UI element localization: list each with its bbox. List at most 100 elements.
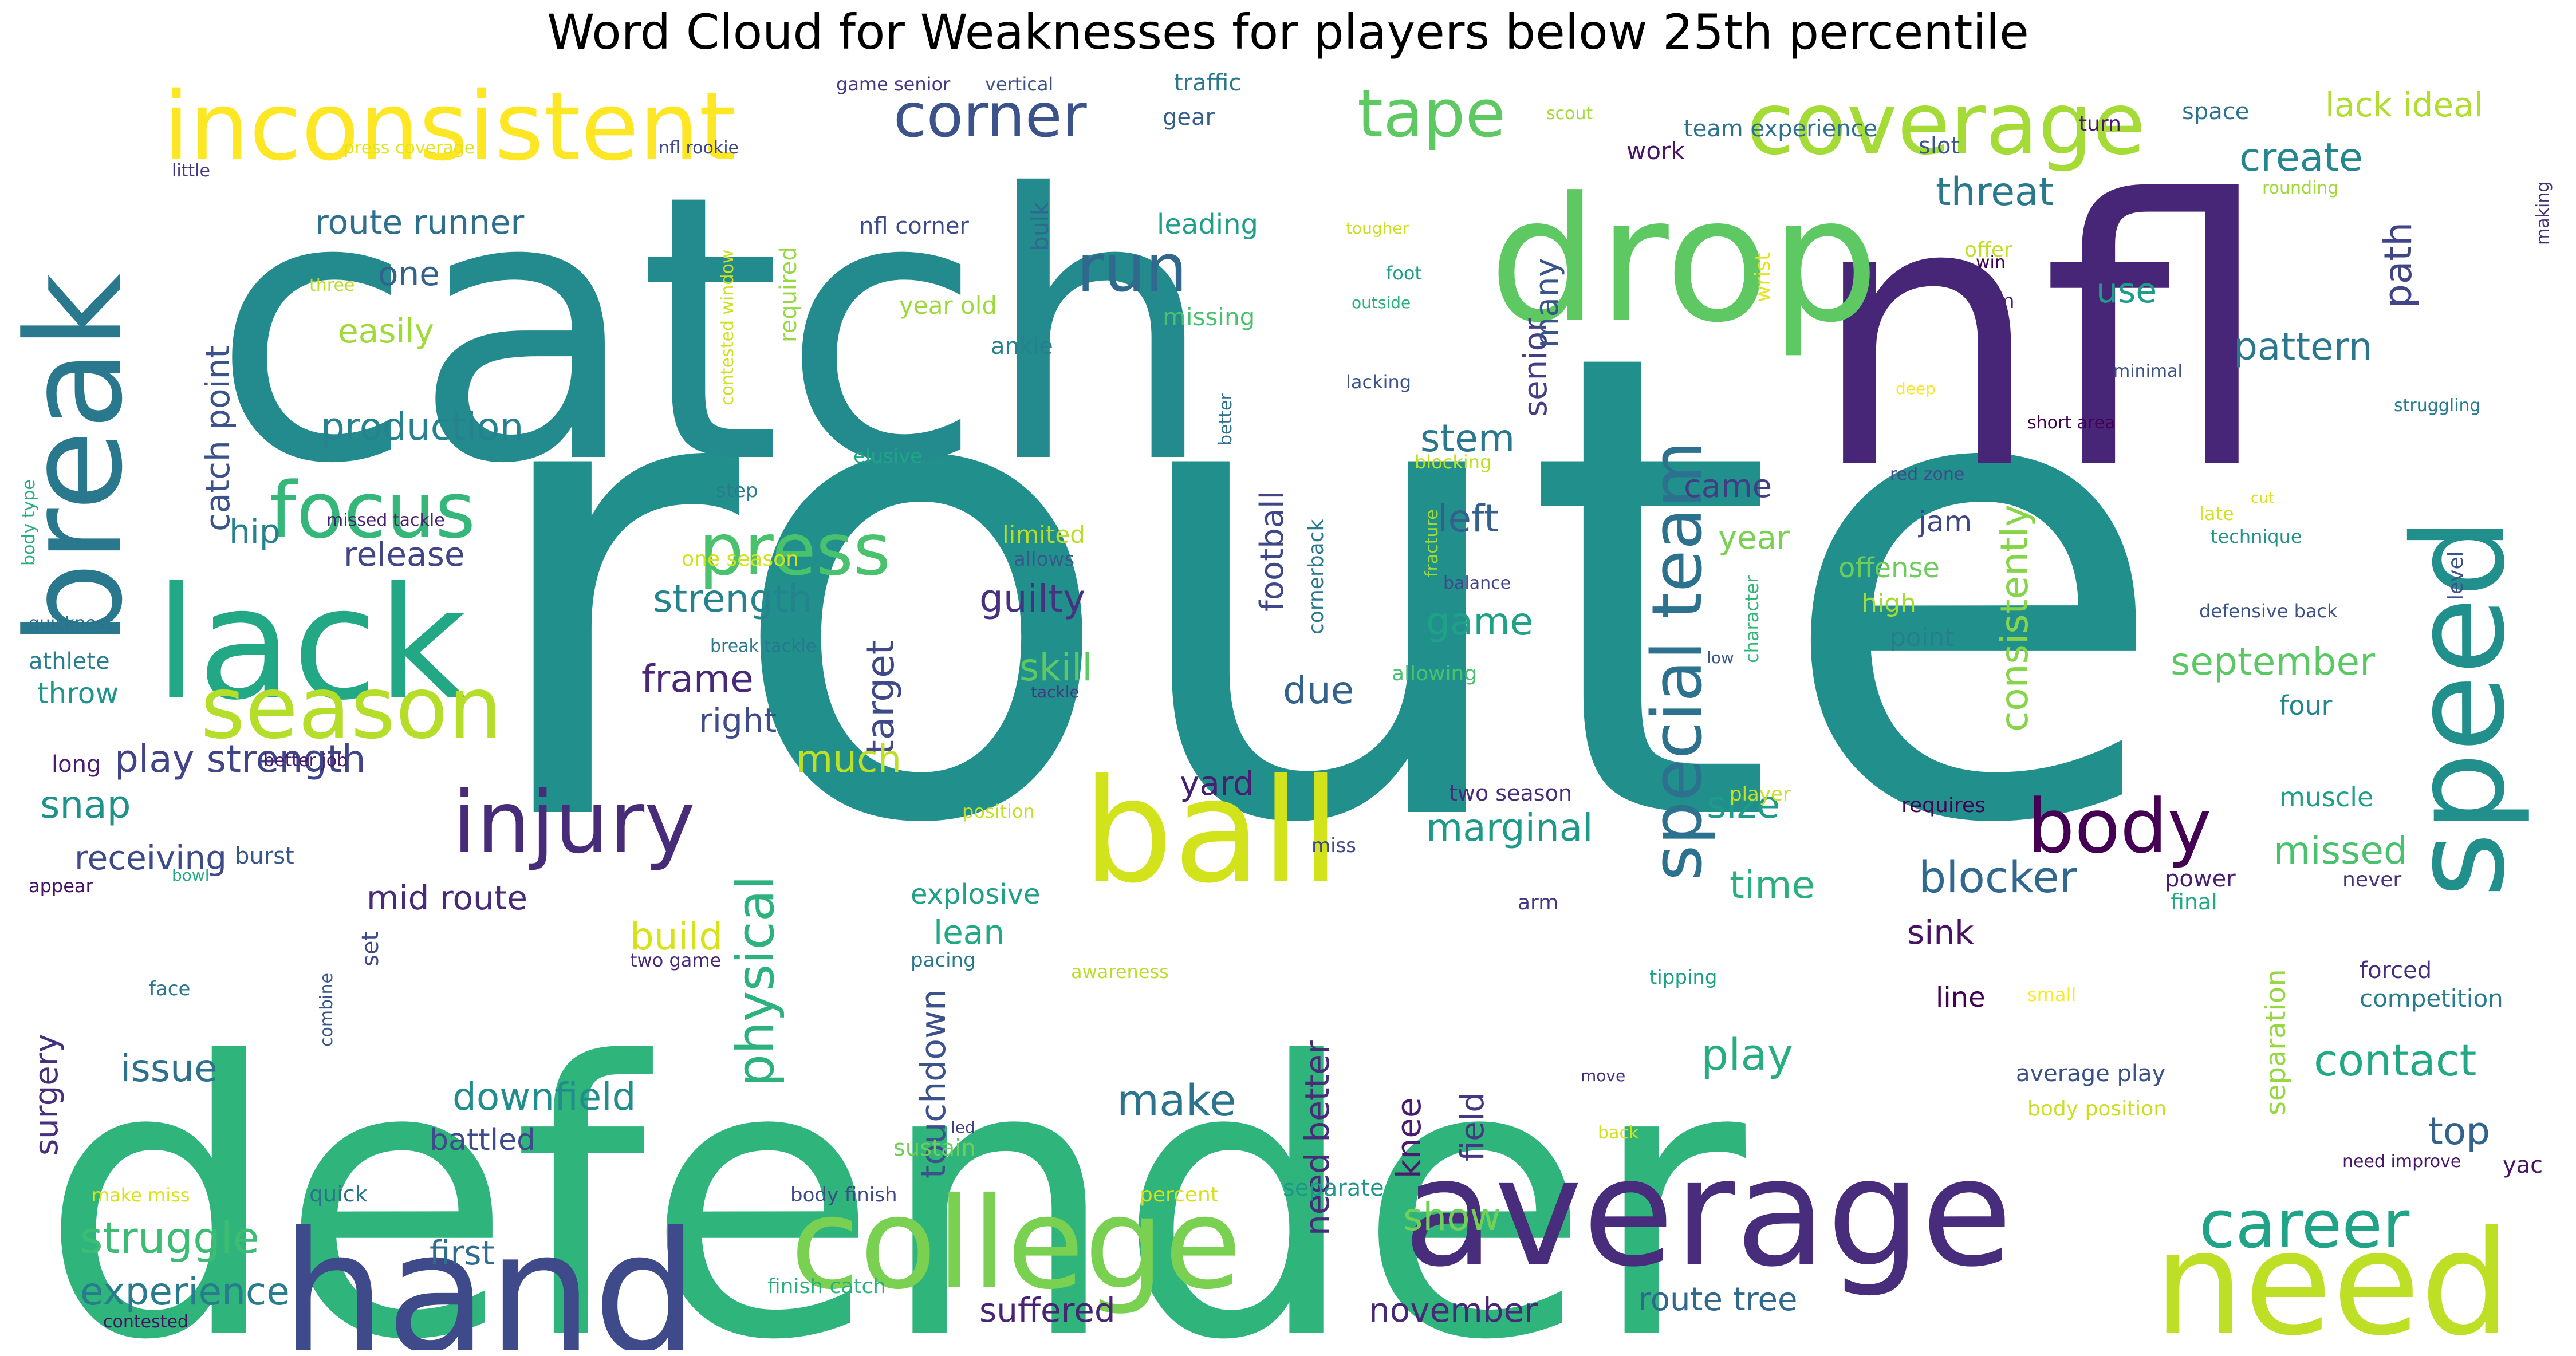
word-many: many (1529, 258, 1566, 349)
word-nfl-rookie: nfl rookie (659, 138, 739, 158)
word-never: never (2342, 868, 2401, 892)
word-need-better: need better (1298, 1040, 1337, 1236)
word-bulk: bulk (1027, 202, 1054, 251)
word-break-tackle: break tackle (710, 636, 816, 656)
word-press-coverage: press coverage (344, 138, 475, 158)
word-inconsistent: inconsistent (163, 72, 736, 182)
word-athlete: athlete (29, 648, 110, 675)
word-game-senior: game senior (836, 73, 951, 95)
word-focus: focus (269, 466, 475, 555)
word-low: low (1707, 648, 1734, 667)
word-work: work (1626, 137, 1685, 165)
word-press: press (699, 508, 891, 592)
word-blocker: blocker (1919, 852, 2078, 902)
word-hip: hip (229, 512, 281, 551)
word-set: set (357, 932, 384, 967)
word-power: power (2165, 866, 2236, 892)
word-hand: hand (281, 1197, 698, 1350)
word-stem: stem (1420, 416, 1515, 460)
word-outside: outside (1352, 293, 1411, 312)
word-struggling: struggling (2394, 396, 2481, 416)
word-two-season: two season (1449, 781, 1572, 806)
word-easily: easily (338, 312, 434, 350)
word-ankle: ankle (991, 333, 1053, 360)
word-leading: leading (1157, 208, 1258, 241)
word-allowing: allowing (1392, 662, 1477, 685)
word-break: break (6, 273, 152, 646)
word-awareness: awareness (1071, 961, 1169, 983)
word-requires: requires (1901, 794, 1986, 817)
word-win: win (1976, 253, 2006, 273)
word-threat: threat (1936, 170, 2054, 215)
word-traffic: traffic (1174, 70, 1241, 96)
word-final: final (2171, 889, 2217, 914)
word-due: due (1283, 668, 1354, 712)
word-injury: injury (452, 773, 695, 873)
word-missed: missed (2274, 829, 2408, 873)
word-contested: contested (103, 1312, 188, 1332)
word-drop: drop (1489, 160, 1879, 360)
word-left: left (1437, 496, 1499, 541)
word-face: face (149, 977, 190, 1000)
word-receiving: receiving (74, 838, 227, 877)
word-need-improve: need improve (2342, 1152, 2461, 1172)
word-build: build (630, 914, 723, 959)
word-skill: skill (1019, 645, 1093, 689)
word-play: play (1701, 1029, 1793, 1080)
word-level: level (2444, 551, 2468, 600)
word-miss: miss (1311, 834, 1356, 857)
word-make: make (1117, 1075, 1236, 1126)
word-wrist: wrist (1751, 253, 1775, 302)
word-line: line (1936, 981, 1986, 1014)
word-make-miss: make miss (92, 1184, 190, 1206)
word-much: much (796, 737, 901, 781)
word-contact: contact (2314, 1035, 2476, 1086)
word-forced: forced (2360, 957, 2432, 984)
word-red-zone: red zone (1890, 464, 1964, 484)
word-space: space (2182, 98, 2249, 125)
word-scout: scout (1546, 104, 1593, 124)
word-path: path (2376, 222, 2420, 308)
word-jam: jam (1918, 505, 1972, 538)
word-required: required (775, 246, 802, 342)
word-slot: slot (1919, 133, 1960, 159)
word-turn: turn (2079, 112, 2121, 136)
word-four: four (2279, 690, 2332, 721)
word-explosive: explosive (911, 878, 1041, 910)
word-move: move (1581, 1066, 1625, 1085)
word-sustain: sustain (893, 1135, 976, 1161)
word-route-tree: route tree (1638, 1281, 1797, 1318)
word-cut: cut (2251, 490, 2274, 507)
word-point: point (1890, 623, 1954, 652)
word-defender: defender (40, 982, 1750, 1350)
word-film: film (1976, 290, 2015, 313)
word-struggle: struggle (80, 1212, 259, 1263)
word-battled: battled (430, 1123, 535, 1157)
word-corner: corner (893, 81, 1087, 151)
word-better: better (1216, 393, 1236, 446)
word-downfield: downfield (452, 1075, 636, 1119)
word-speed: speed (2386, 517, 2532, 898)
word-body: body (2027, 783, 2212, 870)
word-body-position: body position (2027, 1097, 2167, 1121)
word-nfl: nfl (1810, 123, 2273, 549)
word-late: late (2199, 503, 2234, 525)
word-lack: lack (155, 554, 467, 734)
word-route: route (475, 217, 2170, 964)
word-issue: issue (120, 1046, 218, 1090)
word-surgery: surgery (28, 1034, 65, 1156)
word-balance: balance (1443, 573, 1511, 593)
word-throw: throw (37, 677, 119, 710)
word-nfl-corner: nfl corner (859, 213, 969, 239)
word-target: target (858, 640, 903, 755)
word-career: career (2199, 1186, 2410, 1263)
word-small: small (2027, 984, 2076, 1006)
word-tackle: tackle (1031, 683, 1080, 701)
word-physical: physical (726, 876, 786, 1087)
word-fracture: fracture (1422, 509, 1442, 577)
word-tougher: tougher (1346, 219, 1409, 238)
word-cornerback: cornerback (1305, 519, 1328, 634)
word-muscle: muscle (2279, 782, 2373, 813)
word-position: position (962, 801, 1035, 822)
word-frame: frame (641, 657, 754, 701)
